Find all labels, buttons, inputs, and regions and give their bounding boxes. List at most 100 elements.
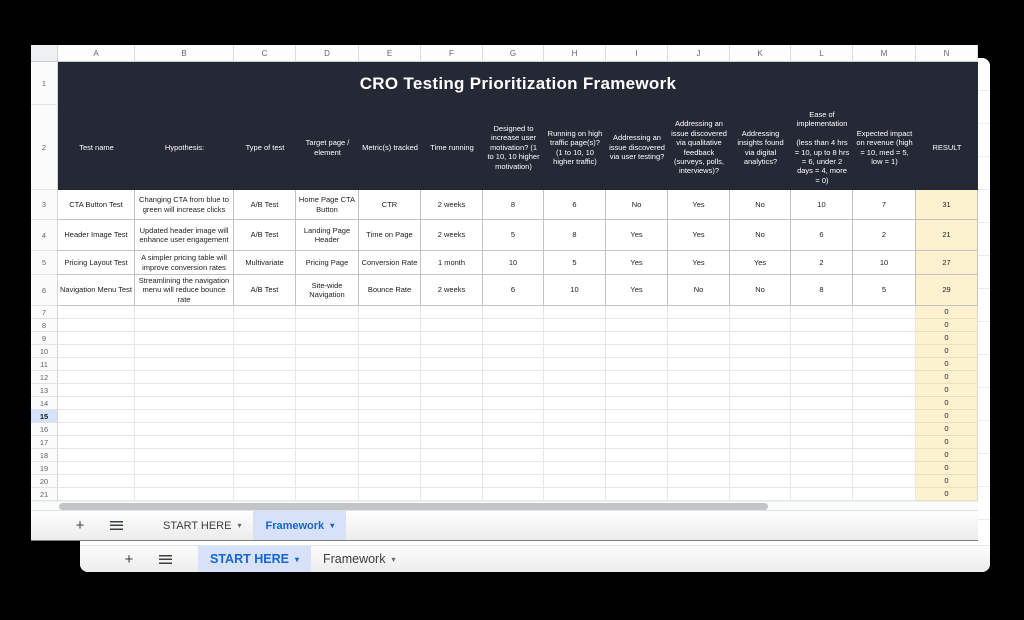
cell-C3[interactable]: A/B Test	[234, 190, 296, 220]
row-header-10[interactable]: 10	[31, 345, 58, 358]
cell-C20[interactable]	[234, 475, 296, 488]
cell-K6[interactable]: No	[730, 275, 791, 306]
row-header-9[interactable]: 9	[31, 332, 58, 345]
cell-D8[interactable]	[296, 319, 359, 332]
cell-J11[interactable]	[668, 358, 730, 371]
cell-D15[interactable]	[296, 410, 359, 423]
tab-start-here[interactable]: START HERE ▾	[151, 511, 253, 540]
cell-M6[interactable]: 5	[853, 275, 916, 306]
cell-B16[interactable]	[135, 423, 234, 436]
column-header-H[interactable]: H	[544, 45, 606, 62]
cell-E16[interactable]	[359, 423, 421, 436]
cell-I8[interactable]	[606, 319, 668, 332]
cell-L16[interactable]	[791, 423, 853, 436]
cell-C18[interactable]	[234, 449, 296, 462]
cell-I2[interactable]: Addressing an issue discovered via user …	[606, 105, 668, 190]
cell-I17[interactable]	[606, 436, 668, 449]
cell-F3[interactable]: 2 weeks	[421, 190, 483, 220]
cell-G16[interactable]	[483, 423, 544, 436]
row-header-12[interactable]: 12	[31, 371, 58, 384]
cell-M18[interactable]	[853, 449, 916, 462]
cell-C6[interactable]: A/B Test	[234, 275, 296, 306]
cell-D18[interactable]	[296, 449, 359, 462]
cell-M21[interactable]	[853, 488, 916, 501]
cell-B18[interactable]	[135, 449, 234, 462]
cell-N13[interactable]: 0	[916, 384, 978, 397]
cell-G7[interactable]	[483, 306, 544, 319]
cell-G5[interactable]: 10	[483, 251, 544, 275]
cell-L4[interactable]: 6	[791, 220, 853, 251]
cell-E7[interactable]	[359, 306, 421, 319]
cell-E15[interactable]	[359, 410, 421, 423]
cell-L10[interactable]	[791, 345, 853, 358]
row-header-21[interactable]: 21	[31, 488, 58, 501]
cell-H16[interactable]	[544, 423, 606, 436]
column-header-L[interactable]: L	[791, 45, 853, 62]
cell-A7[interactable]	[58, 306, 135, 319]
cell-A18[interactable]	[58, 449, 135, 462]
cell-G2[interactable]: Designed to increase user motivation? (1…	[483, 105, 544, 190]
cell-J3[interactable]: Yes	[668, 190, 730, 220]
cell-F19[interactable]	[421, 462, 483, 475]
cell-K11[interactable]	[730, 358, 791, 371]
cell-M17[interactable]	[853, 436, 916, 449]
cell-M19[interactable]	[853, 462, 916, 475]
add-sheet-button[interactable]: +	[120, 550, 138, 568]
cell-J21[interactable]	[668, 488, 730, 501]
cell-F2[interactable]: Time running	[421, 105, 483, 190]
cell-F18[interactable]	[421, 449, 483, 462]
column-header-D[interactable]: D	[296, 45, 359, 62]
cell-F5[interactable]: 1 month	[421, 251, 483, 275]
cell-E13[interactable]	[359, 384, 421, 397]
cell-K21[interactable]	[730, 488, 791, 501]
cell-F12[interactable]	[421, 371, 483, 384]
cell-M12[interactable]	[853, 371, 916, 384]
cell-J10[interactable]	[668, 345, 730, 358]
cell-B17[interactable]	[135, 436, 234, 449]
cell-C5[interactable]: Multivariate	[234, 251, 296, 275]
cell-A6[interactable]: Navigation Menu Test	[58, 275, 135, 306]
cell-G13[interactable]	[483, 384, 544, 397]
cell-F6[interactable]: 2 weeks	[421, 275, 483, 306]
cell-B10[interactable]	[135, 345, 234, 358]
column-header-N[interactable]: N	[916, 45, 978, 62]
cell-B13[interactable]	[135, 384, 234, 397]
cell-F21[interactable]	[421, 488, 483, 501]
cell-A2[interactable]: Test name	[58, 105, 135, 190]
cell-B15[interactable]	[135, 410, 234, 423]
cell-J16[interactable]	[668, 423, 730, 436]
cell-H6[interactable]: 10	[544, 275, 606, 306]
cell-N12[interactable]: 0	[916, 371, 978, 384]
cell-K2[interactable]: Addressing insights found via digital an…	[730, 105, 791, 190]
cell-E9[interactable]	[359, 332, 421, 345]
cell-B3[interactable]: Changing CTA from blue to green will inc…	[135, 190, 234, 220]
cell-D16[interactable]	[296, 423, 359, 436]
cell-N2[interactable]: RESULT	[916, 105, 978, 190]
tab-framework[interactable]: Framework ▾	[253, 511, 347, 540]
cell-N7[interactable]: 0	[916, 306, 978, 319]
cell-I19[interactable]	[606, 462, 668, 475]
cell-J13[interactable]	[668, 384, 730, 397]
cell-E10[interactable]	[359, 345, 421, 358]
cell-E8[interactable]	[359, 319, 421, 332]
cell-G21[interactable]	[483, 488, 544, 501]
cell-E14[interactable]	[359, 397, 421, 410]
cell-K7[interactable]	[730, 306, 791, 319]
cell-M15[interactable]	[853, 410, 916, 423]
cell-F8[interactable]	[421, 319, 483, 332]
cell-H20[interactable]	[544, 475, 606, 488]
cell-I6[interactable]: Yes	[606, 275, 668, 306]
cell-C4[interactable]: A/B Test	[234, 220, 296, 251]
cell-F15[interactable]	[421, 410, 483, 423]
cell-C7[interactable]	[234, 306, 296, 319]
cell-I12[interactable]	[606, 371, 668, 384]
cell-D5[interactable]: Pricing Page	[296, 251, 359, 275]
cell-N15[interactable]: 0	[916, 410, 978, 423]
cell-C12[interactable]	[234, 371, 296, 384]
cell-H11[interactable]	[544, 358, 606, 371]
cell-M5[interactable]: 10	[853, 251, 916, 275]
add-sheet-button[interactable]: +	[71, 517, 89, 535]
cell-H9[interactable]	[544, 332, 606, 345]
cell-M4[interactable]: 2	[853, 220, 916, 251]
cell-B21[interactable]	[135, 488, 234, 501]
